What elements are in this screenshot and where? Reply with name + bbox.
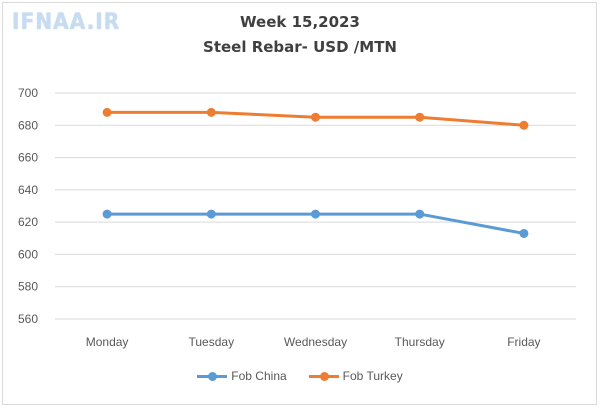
legend-item: Fob Turkey bbox=[308, 369, 403, 383]
legend-swatch bbox=[308, 371, 339, 381]
y-axis-ticks: 560 580 600 620 640 660 680 700 bbox=[18, 86, 38, 326]
data-point bbox=[311, 112, 320, 122]
x-tick-label: Wednesday bbox=[284, 335, 347, 349]
series-layer bbox=[102, 107, 529, 238]
chart-subtitle: Steel Rebar- USD /MTN bbox=[203, 38, 397, 56]
data-point bbox=[311, 209, 320, 219]
y-tick-label: 580 bbox=[18, 280, 38, 294]
gridlines bbox=[55, 92, 576, 320]
data-point bbox=[519, 120, 529, 130]
y-tick-label: 680 bbox=[18, 118, 38, 132]
chart-frame bbox=[2, 2, 597, 405]
legend-swatch bbox=[197, 371, 228, 381]
data-point bbox=[206, 107, 216, 117]
y-tick-label: 620 bbox=[18, 215, 38, 229]
x-axis-ticks: Monday Tuesday Wednesday Thursday Friday bbox=[86, 335, 541, 349]
legend-item: Fob China bbox=[197, 369, 287, 383]
legend: Fob China Fob Turkey bbox=[0, 369, 600, 383]
y-tick-label: 640 bbox=[18, 183, 38, 197]
data-point bbox=[519, 228, 529, 238]
y-tick-label: 600 bbox=[18, 247, 38, 261]
x-tick-label: Tuesday bbox=[189, 335, 235, 349]
y-tick-label: 660 bbox=[18, 151, 38, 165]
watermark-logo: IFNAA.IR bbox=[12, 10, 121, 35]
y-tick-label: 700 bbox=[18, 86, 38, 100]
x-tick-label: Thursday bbox=[395, 335, 445, 349]
data-point bbox=[102, 107, 112, 117]
chart-title: Week 15,2023 bbox=[240, 13, 360, 31]
data-point bbox=[102, 209, 112, 219]
legend-label: Fob Turkey bbox=[342, 369, 403, 383]
y-tick-label: 560 bbox=[18, 312, 38, 326]
x-tick-label: Monday bbox=[86, 335, 129, 349]
data-point bbox=[206, 209, 216, 219]
data-point bbox=[415, 209, 425, 219]
data-point bbox=[415, 112, 425, 122]
x-tick-label: Friday bbox=[507, 335, 540, 349]
legend-label: Fob China bbox=[231, 369, 287, 383]
